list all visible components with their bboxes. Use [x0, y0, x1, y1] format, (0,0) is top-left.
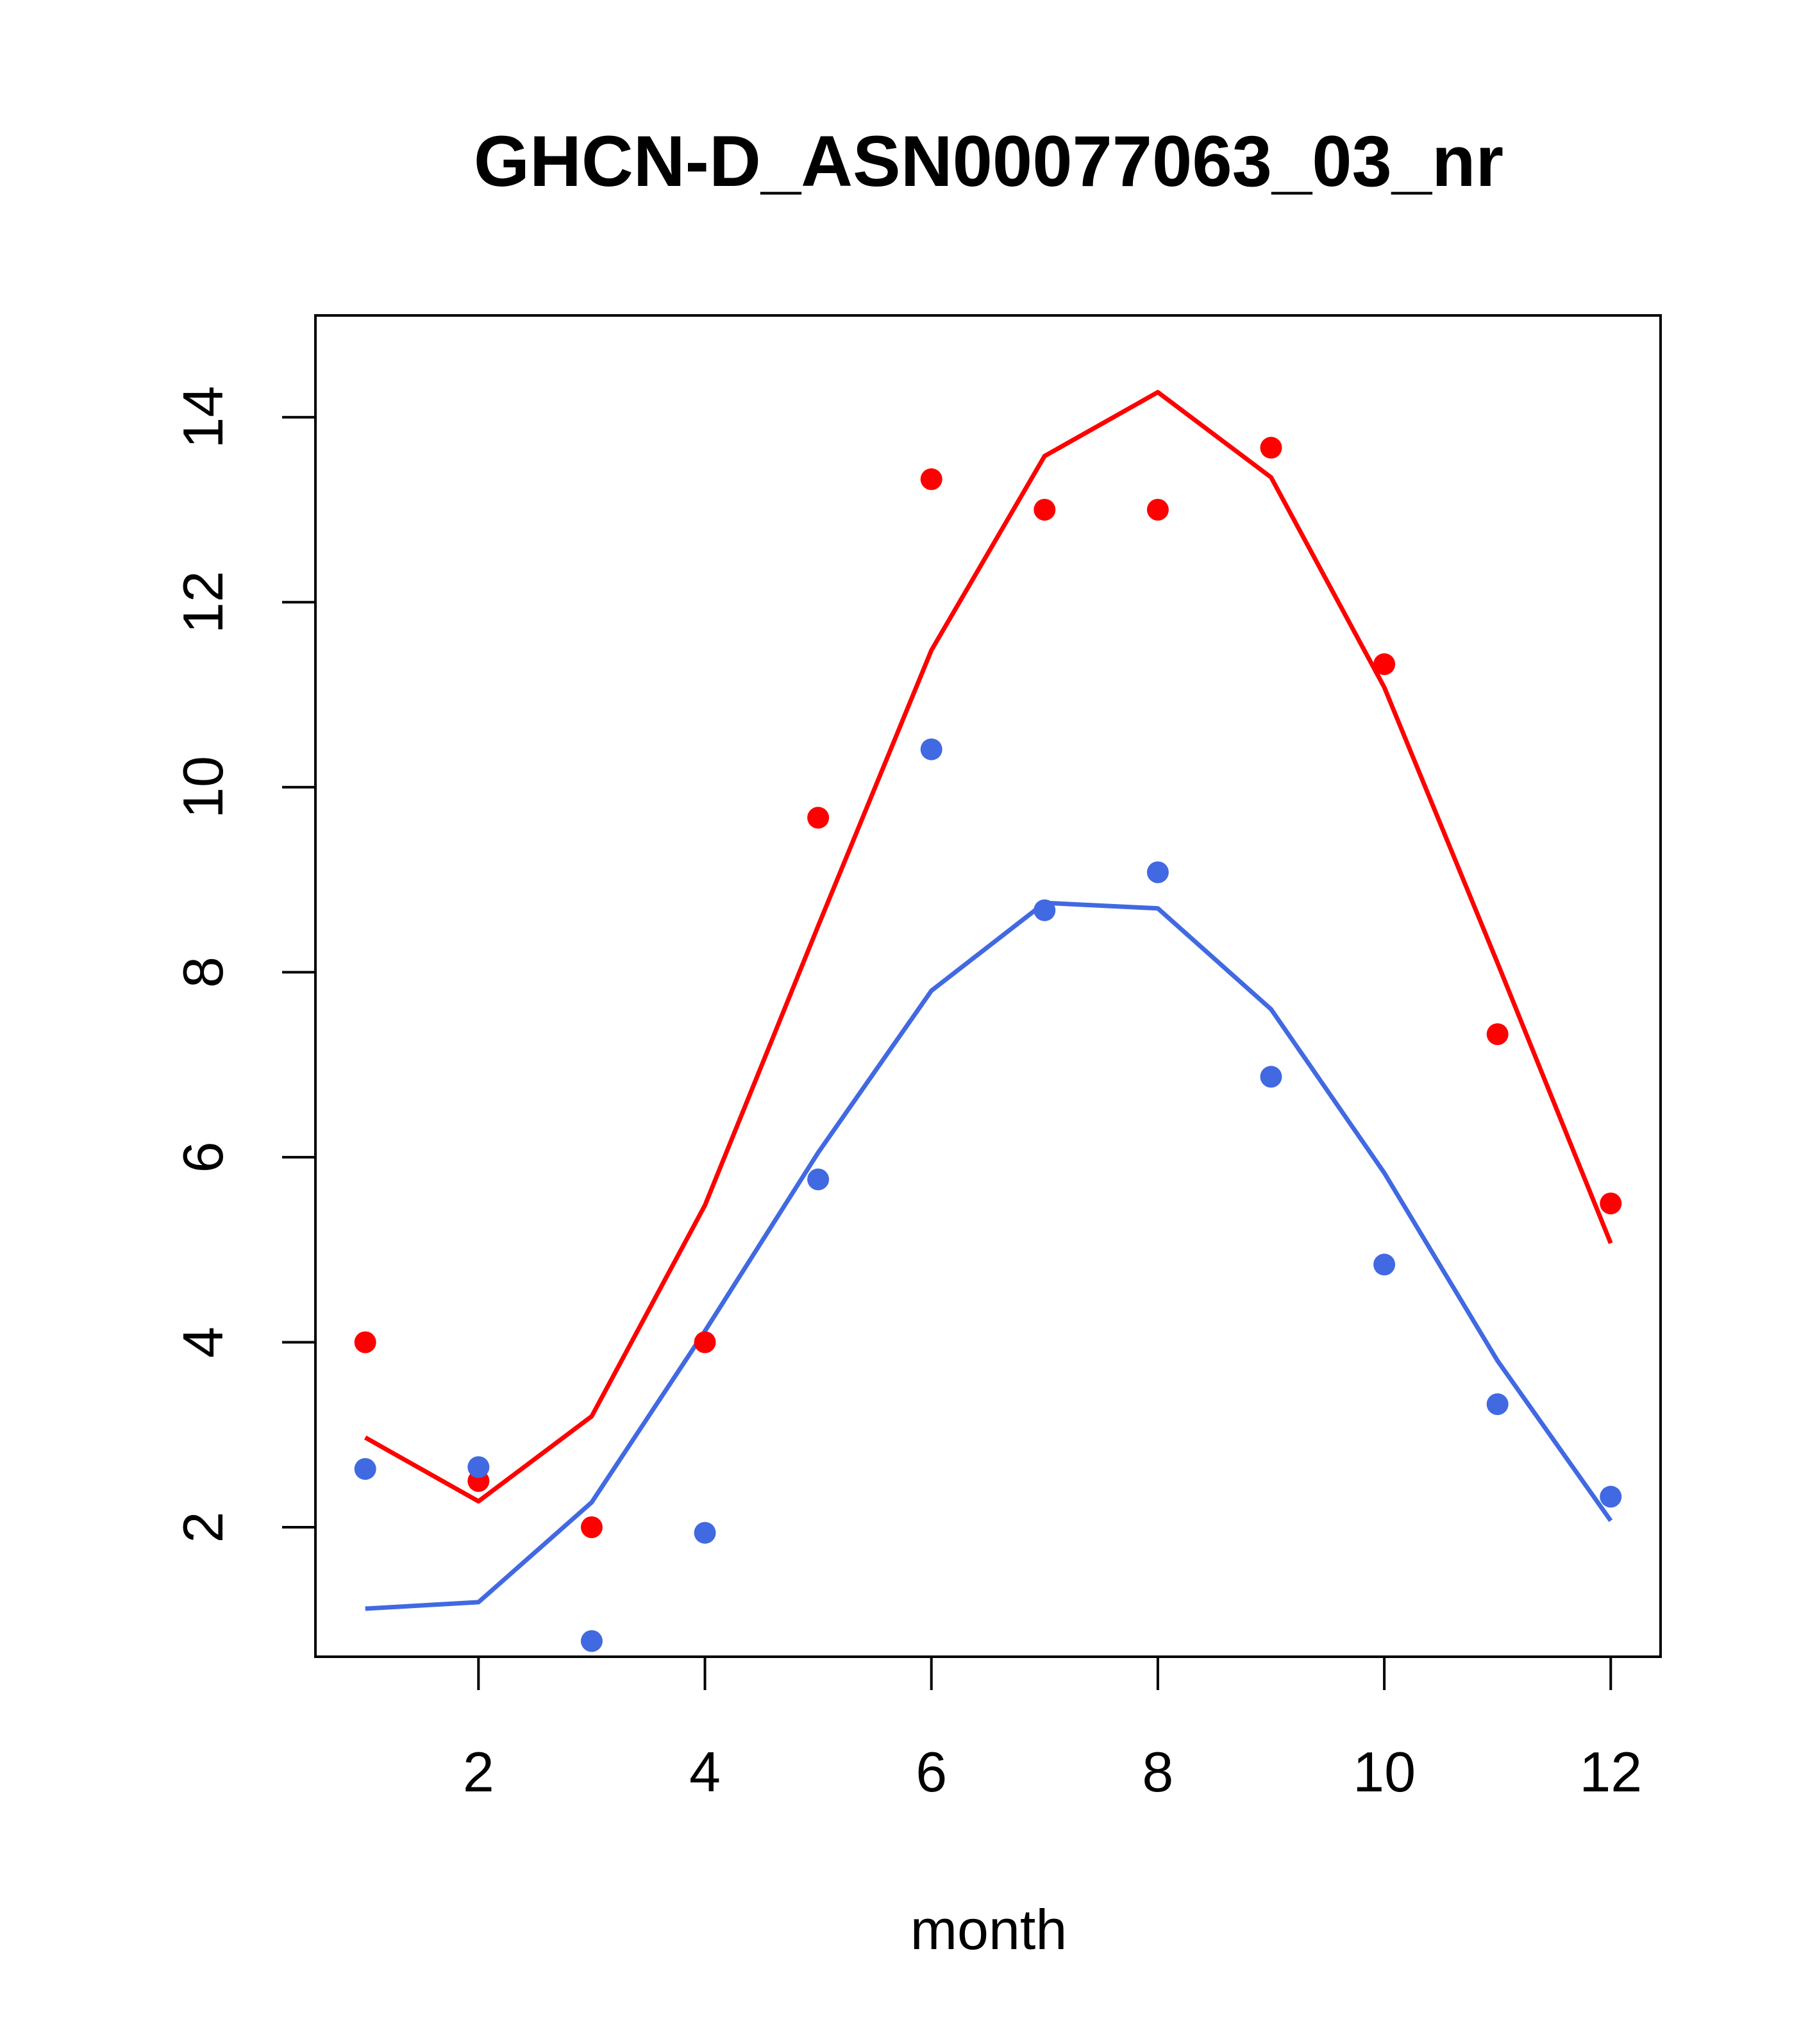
series-1-point — [1260, 437, 1282, 459]
x-tick-label: 12 — [1579, 1740, 1642, 1804]
series-1-point — [354, 1331, 376, 1353]
series-2-point — [467, 1456, 490, 1479]
y-tick-label: 14 — [171, 386, 235, 449]
x-tick-label: 10 — [1353, 1740, 1416, 1804]
y-tick-label: 10 — [171, 756, 235, 819]
x-axis-label: month — [910, 1898, 1068, 1961]
series-2-point — [920, 738, 942, 760]
series-2-point — [580, 1630, 603, 1652]
series-1-point — [807, 807, 830, 829]
series-1-point — [1600, 1193, 1622, 1214]
series-1-line — [364, 390, 1613, 1504]
series-1-point — [580, 1516, 603, 1538]
series-2-point — [694, 1521, 716, 1544]
chart-title: GHCN-D_ASN00077063_03_nr — [474, 121, 1503, 201]
series-2-point — [1486, 1393, 1509, 1416]
series-2-point — [1600, 1486, 1622, 1508]
series-2-point — [1034, 899, 1056, 921]
x-tick-label: 6 — [916, 1740, 947, 1804]
x-tick-label: 8 — [1142, 1740, 1173, 1804]
series-2-point — [807, 1168, 830, 1191]
y-tick-label: 4 — [171, 1327, 235, 1358]
series-1-point — [1034, 499, 1056, 521]
series-2-point — [1260, 1066, 1282, 1088]
y-tick-label: 8 — [171, 957, 235, 988]
series-points — [354, 437, 1622, 1652]
series-2-point — [354, 1458, 376, 1480]
y-tick-label: 12 — [171, 571, 235, 633]
plot-frame — [314, 314, 1662, 1658]
series-2-point — [1373, 1253, 1396, 1276]
y-tick-label: 2 — [171, 1512, 235, 1543]
y-tick-label: 6 — [171, 1141, 235, 1173]
series-1-point — [920, 468, 942, 490]
series-1-point — [694, 1331, 716, 1353]
series-2-point — [1146, 861, 1169, 884]
series-lines — [364, 390, 1613, 1611]
x-tick-label: 2 — [463, 1740, 494, 1804]
series-1-point — [1146, 499, 1169, 521]
x-tick-label: 4 — [689, 1740, 721, 1804]
series-2-line — [365, 900, 1613, 1611]
series-1-point — [1486, 1023, 1509, 1045]
series-1-point — [1373, 653, 1396, 675]
